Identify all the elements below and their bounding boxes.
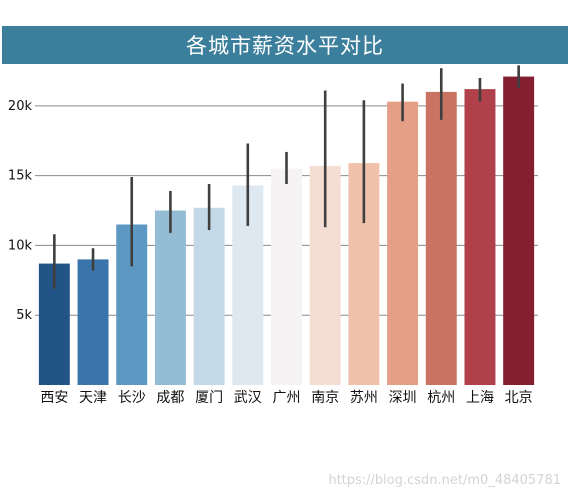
bar — [503, 76, 535, 386]
x-tick-label: 北京 — [505, 390, 533, 406]
y-tick-label: 15k — [8, 169, 33, 184]
watermark: https://blog.csdn.net/m0_48405781 — [328, 473, 561, 488]
x-tick-label: 厦门 — [195, 390, 223, 406]
y-tick-label: 20k — [8, 99, 33, 114]
x-tick-label: 长沙 — [118, 390, 146, 406]
x-tick-label: 杭州 — [427, 390, 455, 406]
title-bar: 各城市薪资水平对比 — [2, 26, 568, 64]
x-tick-label: 武汉 — [234, 390, 262, 406]
x-tick-label: 天津 — [79, 390, 107, 406]
x-tick-label: 深圳 — [389, 390, 417, 406]
bar — [154, 210, 186, 385]
x-tick-label: 苏州 — [350, 390, 378, 406]
x-tick-label: 南京 — [311, 390, 339, 406]
bar — [193, 207, 225, 385]
x-tick-label: 上海 — [466, 390, 494, 406]
x-tick-label: 成都 — [156, 390, 184, 406]
bar — [77, 259, 109, 385]
bar — [425, 91, 457, 386]
chart-title: 各城市薪资水平对比 — [186, 34, 384, 58]
bar — [464, 89, 496, 386]
bar — [387, 101, 419, 385]
bar — [271, 168, 302, 385]
x-tick-label: 西安 — [40, 390, 68, 406]
x-tick-label: 广州 — [273, 390, 301, 406]
y-tick-label: 10k — [8, 238, 33, 253]
y-tick-label: 5k — [16, 308, 32, 323]
